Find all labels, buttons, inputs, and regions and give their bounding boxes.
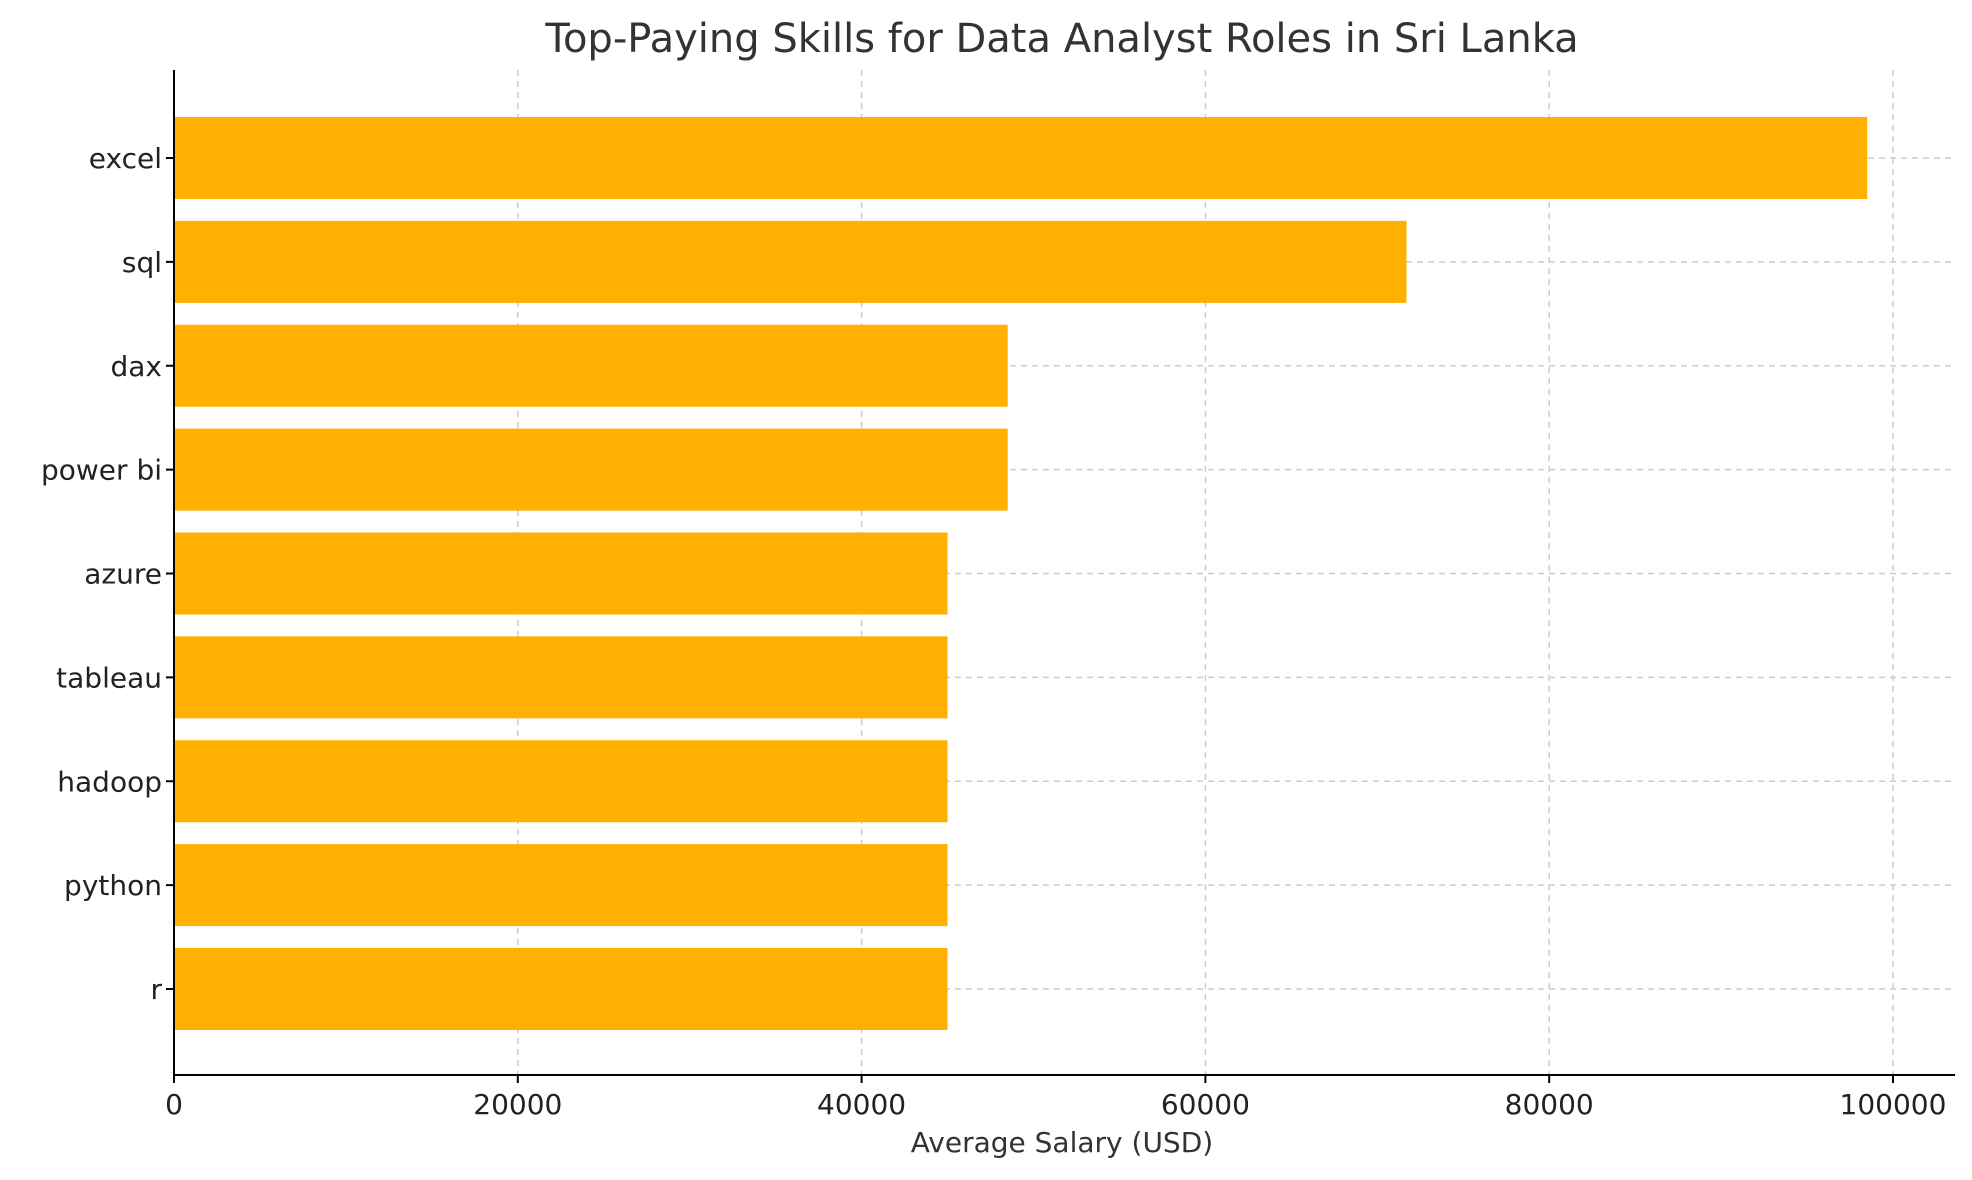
x-axis-label: Average Salary (USD) (911, 1126, 1213, 1159)
y-tick-label: tableau (56, 661, 162, 694)
bar-tableau (174, 636, 948, 719)
x-tick-label: 60000 (1161, 1088, 1250, 1121)
y-tick-label: dax (110, 350, 162, 383)
chart-title: Top-Paying Skills for Data Analyst Roles… (544, 16, 1578, 62)
x-tick-label: 40000 (817, 1088, 906, 1121)
x-tick-label: 20000 (473, 1088, 562, 1121)
y-tick-label: excel (89, 142, 162, 175)
bar-python (174, 844, 948, 927)
bar-hadoop (174, 740, 948, 823)
y-tick-labels: excel sql dax power bi azure tableau hadoop pyt… (41, 142, 174, 1006)
x-tick-label: 100000 (1840, 1088, 1947, 1121)
bar-excel (174, 117, 1868, 199)
y-tick-label: azure (84, 558, 162, 591)
x-tick-label: 80000 (1505, 1088, 1594, 1121)
bar-azure (174, 532, 948, 615)
bar-power-bi (174, 428, 1008, 511)
bars (174, 117, 1868, 1030)
y-tick-label: power bi (41, 454, 162, 487)
x-tick-label: 0 (165, 1088, 183, 1121)
bar-dax (174, 324, 1008, 407)
y-tick-label: python (64, 869, 162, 902)
y-tick-label: hadoop (57, 765, 162, 798)
bar-sql (174, 220, 1407, 303)
y-tick-label: sql (122, 246, 162, 279)
bar-r (174, 948, 948, 1030)
x-tick-labels: 0 20000 40000 60000 80000 100000 (165, 1075, 1946, 1121)
y-tick-label: r (150, 973, 162, 1006)
